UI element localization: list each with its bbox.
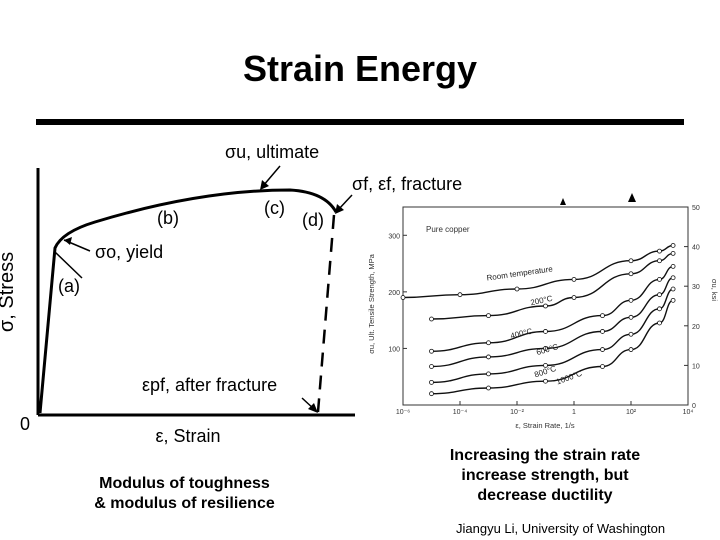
data-point [486, 371, 491, 377]
data-point [543, 346, 548, 351]
data-point [486, 340, 491, 346]
x-tick-label: 1 [572, 409, 576, 416]
arrow-yield-head [64, 237, 72, 245]
artifact-mark-2 [628, 193, 636, 202]
stress-strain-curve [38, 188, 338, 414]
data-point [543, 362, 548, 368]
slide-title: Strain Energy [242, 48, 478, 89]
data-point [514, 286, 520, 292]
data-point [543, 329, 548, 334]
data-point [657, 320, 662, 326]
data-point [657, 258, 662, 264]
y-right-tick-label: 40 [692, 245, 700, 252]
arrow-a [54, 251, 83, 279]
data-point [670, 250, 676, 256]
x-tick-label: 10⁻⁶ [396, 409, 410, 416]
y-right-tick-label: 50 [692, 205, 700, 212]
strain-rate-chart: σu, Ult. Tensile Strength, MPa σu, ksi ε… [362, 193, 720, 432]
caption-left-line-1: Modulus of toughness [99, 475, 270, 492]
stress-axis-label: σ, Stress [0, 252, 18, 332]
region-a-label: (a) [58, 276, 80, 296]
x-tick-label: 10⁴ [683, 409, 694, 416]
data-point [429, 379, 434, 385]
data-point [429, 348, 434, 354]
data-point [486, 385, 491, 391]
caption-right: Increasing the strain rate increase stre… [405, 446, 685, 506]
caption-right-line-2: increase strength, but [461, 467, 629, 484]
strain-axis-label: ε, Strain [155, 426, 220, 446]
yield-label: σo, yield [95, 242, 163, 262]
data-point [670, 243, 676, 248]
fracture-label: σf, εf, fracture [352, 174, 462, 194]
y-right-tick-label: 0 [692, 403, 696, 410]
data-point [600, 347, 605, 352]
chart-x-axis-label: ε, Strain Rate, 1/s [515, 421, 574, 430]
arrow-fracture-head [335, 204, 344, 214]
artifact-mark-1 [560, 198, 566, 205]
caption-right-line-1: Increasing the strain rate [449, 447, 641, 464]
data-point [429, 391, 434, 397]
origin-label: 0 [20, 414, 30, 434]
data-point [657, 248, 662, 254]
y-tick-label: 300 [388, 233, 400, 240]
elastic-recovery-line [316, 214, 336, 413]
x-tick-label: 10² [626, 409, 637, 416]
caption-left: Modulus of toughness & modulus of resili… [62, 474, 307, 514]
data-point [457, 292, 463, 298]
data-point [600, 364, 605, 369]
arrow-ultimate [262, 165, 281, 187]
data-point [628, 271, 634, 277]
data-point [571, 295, 577, 300]
region-d-label: (d) [302, 210, 324, 230]
x-tick-label: 10⁻⁴ [453, 409, 468, 416]
data-point [670, 286, 676, 292]
chart-right-axis-label: σu, ksi [710, 279, 719, 301]
plot-frame [402, 206, 689, 406]
data-point [429, 316, 434, 322]
y-right-tick-label: 30 [692, 284, 700, 291]
chart-background [362, 200, 720, 432]
stress-strain-diagram: σ, Stress ε, Strain 0 σu, ultimate σf, ε… [0, 142, 462, 446]
data-point [571, 277, 577, 282]
caption-right-line-3: decrease ductility [477, 487, 613, 504]
caption-left-line-2: & modulus of resilience [94, 495, 275, 512]
data-point [600, 313, 605, 319]
data-point [486, 354, 491, 360]
y-tick-label: 100 [388, 346, 400, 353]
data-point [670, 263, 676, 269]
data-point [628, 258, 634, 264]
y-right-tick-label: 10 [692, 363, 700, 370]
data-point [486, 313, 491, 319]
arrow-after-fracture-head [308, 403, 318, 413]
y-right-tick-label: 20 [692, 324, 700, 331]
data-point [657, 292, 662, 298]
data-point [670, 297, 676, 303]
data-point [657, 306, 662, 312]
title-underline [36, 119, 684, 125]
data-point [400, 295, 406, 300]
data-point [628, 331, 634, 337]
footer-credit: Jiangyu Li, University of Washington [456, 521, 666, 536]
chart-annotation: Pure copper [426, 225, 470, 234]
arrow-ultimate-head [260, 180, 269, 190]
x-tick-label: 10⁻² [510, 409, 524, 416]
data-point [657, 277, 662, 282]
data-point [670, 275, 676, 281]
ultimate-label: σu, ultimate [225, 142, 319, 162]
region-b-label: (b) [157, 208, 179, 228]
data-point [429, 364, 434, 369]
data-point [600, 329, 605, 334]
data-point [543, 378, 548, 384]
data-point [543, 303, 548, 309]
data-point [628, 297, 634, 303]
y-tick-label: 200 [388, 290, 400, 297]
data-point [628, 347, 634, 352]
region-c-label: (c) [264, 198, 285, 218]
chart-y-axis-label: σu, Ult. Tensile Strength, MPa [367, 253, 376, 353]
data-point [628, 314, 634, 320]
after-fracture-label: εpf, after fracture [142, 375, 277, 395]
